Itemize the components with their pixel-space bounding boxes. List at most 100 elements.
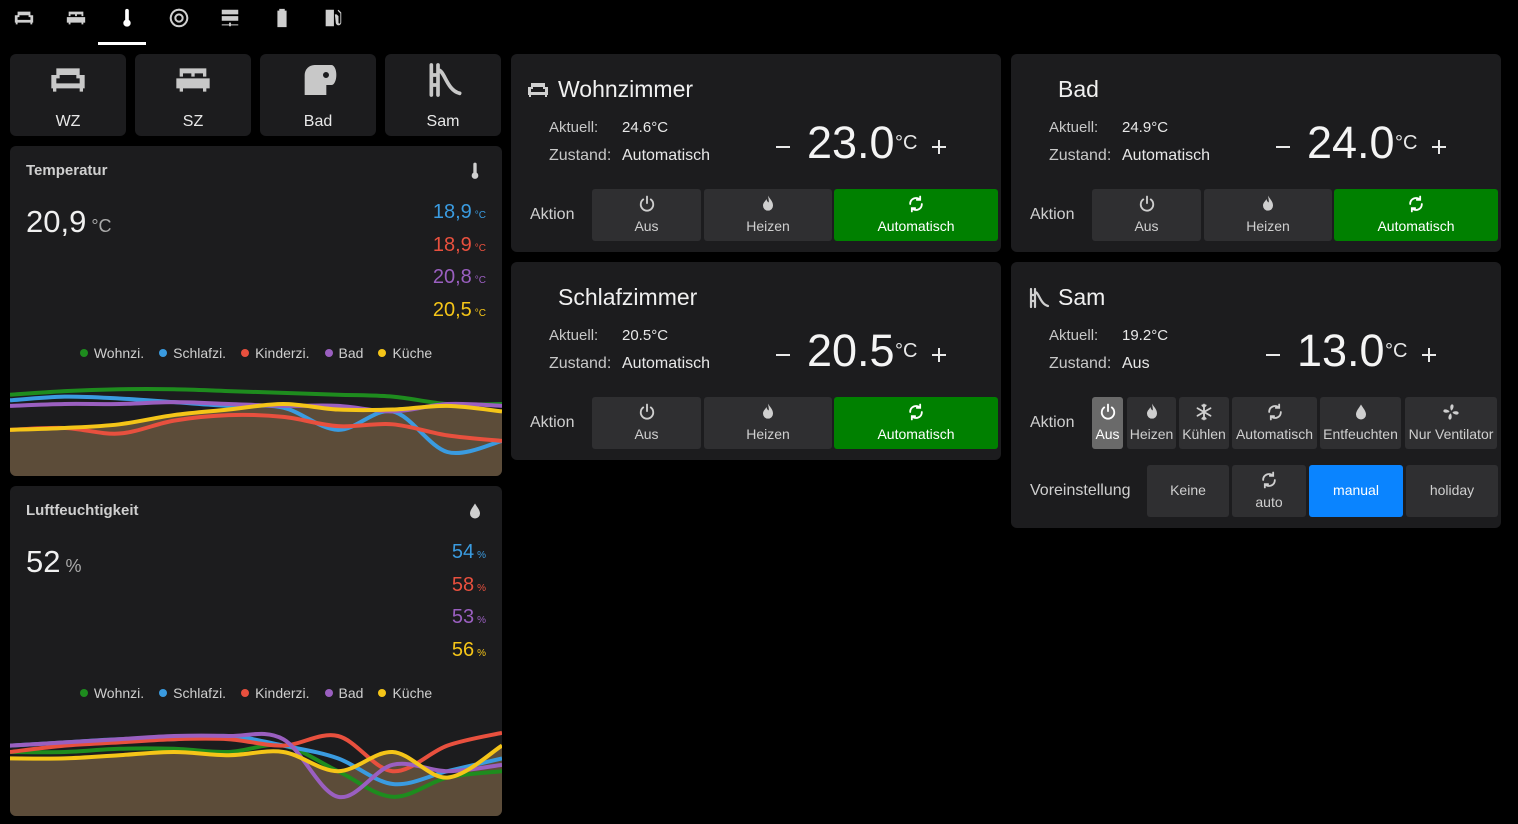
button-label: manual [1333, 482, 1379, 498]
legend-dot [378, 349, 387, 357]
thermostat-card: Wohnzimmer Aktuell: 24.6°C Zustand: Automati… [511, 54, 1001, 252]
room-icon [176, 68, 210, 92]
mode-button[interactable]: Heizen [704, 189, 832, 241]
series-unit: % [477, 550, 486, 561]
button-icon [1146, 403, 1157, 419]
mode-button[interactable]: Heizen [1127, 397, 1176, 449]
legend-item: Wohnzi. [79, 685, 144, 701]
target-temperature: 20.5 [807, 325, 895, 376]
mode-button[interactable]: Aus [1092, 397, 1123, 449]
main-number: 20,9 [26, 204, 87, 239]
button-label: Automatisch [877, 218, 955, 234]
icon-shape [471, 162, 479, 179]
plus-icon [932, 140, 946, 154]
legend-dot [159, 689, 168, 697]
nav-tab[interactable] [103, 0, 151, 42]
decrease-button[interactable] [1273, 134, 1293, 158]
tab-icon [221, 9, 239, 27]
preset-button[interactable]: manual [1309, 465, 1403, 517]
mode-button[interactable]: Aus [592, 397, 701, 449]
nav-tab[interactable] [309, 0, 357, 42]
icon-shape [1139, 195, 1154, 212]
card-icon [470, 503, 480, 519]
decrease-button[interactable] [773, 342, 793, 366]
legend-item: Kinderzi. [241, 345, 310, 361]
mode-button[interactable]: Automatisch [1334, 189, 1498, 241]
room-label: Bad [303, 113, 333, 130]
nav-tab[interactable] [0, 0, 48, 42]
button-label: holiday [1429, 482, 1475, 498]
state-value: Automatisch [622, 355, 711, 372]
mode-button[interactable]: Entfeuchten [1320, 397, 1401, 449]
series-number: 54 [451, 541, 475, 563]
icon-shape [123, 8, 131, 27]
decrease-button[interactable] [1263, 342, 1283, 366]
room-button[interactable]: Bad [260, 54, 376, 136]
mode-button[interactable]: Heizen [704, 397, 832, 449]
graph-line [10, 412, 502, 443]
decrease-button[interactable] [773, 134, 793, 158]
preset-button[interactable]: holiday [1406, 465, 1498, 517]
mode-button[interactable]: Aus [592, 189, 701, 241]
history-graph [10, 387, 502, 476]
mode-button[interactable]: Nur Ventilator [1405, 397, 1497, 449]
target-temperature: 24.0 [1307, 117, 1395, 168]
icon-shape [221, 9, 239, 27]
legend-dot [241, 349, 250, 357]
room-button[interactable]: SZ [135, 54, 251, 136]
current-label: Aktuell: [549, 327, 599, 344]
sensor-card: Temperatur 20,9 °C 18,9 °C 18,9 °C 20,8 °C 20,5 °C… [10, 146, 502, 476]
nav-tab[interactable] [258, 0, 306, 42]
nav-tab[interactable] [52, 0, 100, 42]
button-label: Aus [1095, 426, 1120, 442]
series-number: 56 [451, 639, 475, 662]
mode-button[interactable]: Kühlen [1179, 397, 1229, 449]
room-icon [528, 83, 548, 97]
increase-button[interactable] [1429, 134, 1449, 158]
icon-shape [1029, 287, 1050, 309]
series-unit: °C [474, 210, 486, 221]
mode-button[interactable]: Automatisch [1232, 397, 1317, 449]
preset-button[interactable]: Keine [1147, 465, 1229, 517]
series-unit: % [477, 648, 486, 660]
button-label: Aus [1134, 218, 1159, 234]
tab-icon [169, 8, 188, 28]
legend-dot [159, 349, 168, 357]
nav-tab[interactable] [206, 0, 254, 42]
button-icon [1262, 471, 1276, 489]
icon-shape [763, 195, 773, 211]
room-label: Sam [426, 113, 460, 130]
button-label: Automatisch [1235, 426, 1314, 442]
increase-button[interactable] [929, 342, 949, 366]
room-button[interactable]: WZ [10, 54, 126, 136]
mode-button[interactable]: Automatisch [834, 189, 998, 241]
mode-button[interactable]: Heizen [1204, 189, 1332, 241]
series-value: 20,5 °C [433, 299, 486, 322]
icon-shape [276, 8, 287, 28]
increase-button[interactable] [1419, 342, 1439, 366]
icon-shape [1196, 403, 1212, 421]
current-label: Aktuell: [1049, 327, 1099, 344]
minus-icon [1266, 354, 1280, 356]
card-title: Luftfeuchtigkeit [26, 502, 139, 519]
mode-button[interactable]: Automatisch [834, 397, 998, 449]
button-icon [1100, 403, 1115, 420]
mode-button[interactable]: Aus [1092, 189, 1201, 241]
legend-item: Küche [378, 345, 432, 361]
minus-icon [1276, 146, 1290, 148]
action-label: Aktion [1030, 206, 1075, 223]
tab-icon [325, 9, 342, 27]
room-button[interactable]: Sam [385, 54, 501, 136]
card-icon [471, 162, 479, 179]
icon-shape [639, 403, 654, 420]
legend-label: Küche [392, 345, 433, 361]
icon-shape [909, 403, 923, 421]
state-label: Zustand: [549, 147, 612, 164]
preset-button[interactable]: auto [1232, 465, 1306, 517]
legend-dot [79, 349, 88, 357]
graph-line [10, 402, 502, 432]
nav-tab[interactable] [155, 0, 203, 42]
state-label: Zustand: [549, 355, 612, 372]
increase-button[interactable] [929, 134, 949, 158]
button-icon [1139, 195, 1154, 212]
